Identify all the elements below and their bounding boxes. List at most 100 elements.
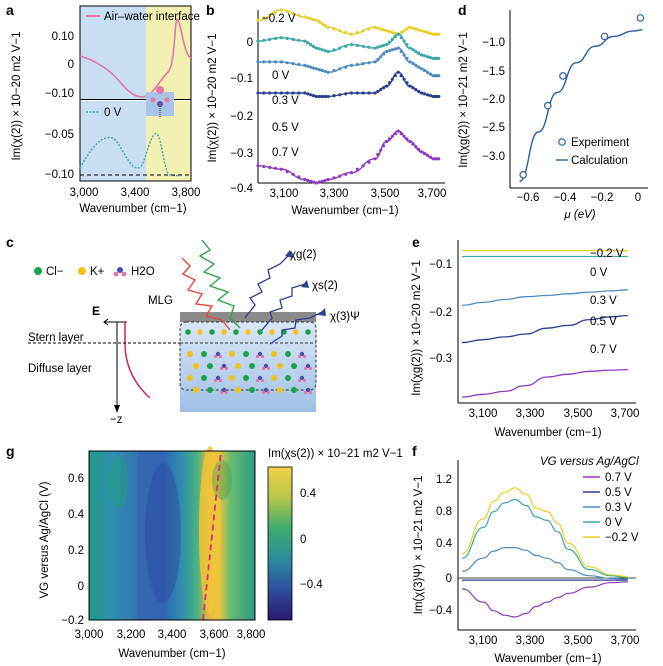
- b-point-0-0-0: [256, 18, 260, 22]
- c-water-h2-5: [260, 354, 265, 359]
- a-frame: [79, 5, 192, 182]
- b-point-1-2-3: [311, 44, 316, 48]
- b-point-3-5-1: [355, 91, 359, 95]
- b-point-1-2-1: [306, 41, 310, 45]
- f-series-line-3: [461, 498, 628, 579]
- b-point-1-1-3: [297, 38, 301, 42]
- b-xtick-3: 3,700: [418, 188, 447, 200]
- e-label-3: 0.5 V: [590, 316, 617, 328]
- a-inset-h-icon: [150, 97, 156, 103]
- b-point-4-10-3: [428, 155, 432, 159]
- b-ytick-3: −0.3: [230, 148, 253, 160]
- c-ion-cl-7: [285, 351, 291, 357]
- b-point-4-0-3: [273, 166, 278, 170]
- c-water-o-20: [215, 375, 221, 381]
- c-cl-icon: [34, 267, 42, 275]
- b-point-2-10-3: [428, 72, 432, 76]
- b-point-2-0-0: [256, 60, 260, 64]
- a-ylabel: Im(χ(2)) × 10−20 m2 V−1: [11, 31, 23, 160]
- b-point-1-6-0: [373, 46, 377, 50]
- b-point-2-7-1: [387, 49, 392, 53]
- b-point-0-2-3: [311, 17, 316, 22]
- b-point-1-11-3: [437, 56, 441, 61]
- d-experiment-point-4: [636, 14, 645, 22]
- b-point-3-1-2: [291, 91, 295, 95]
- b-point-2-4-1: [332, 68, 336, 73]
- a-xticks: 3,000 3,400 3,800: [70, 187, 201, 199]
- b-label-0: −0.2 V: [262, 13, 296, 25]
- a-ytick-4: −0.10: [45, 169, 74, 181]
- b-point-1-9-0: [408, 46, 412, 50]
- b-point-3-10-1: [422, 92, 427, 96]
- panel-label-c: c: [6, 234, 14, 250]
- b-point-0-1-0: [279, 8, 283, 12]
- f-xtick-1: 3,300: [516, 635, 545, 647]
- b-point-0-8-1: [399, 30, 403, 35]
- b-point-1-4-2: [338, 46, 342, 50]
- panel-label-d: d: [458, 2, 467, 18]
- d-xtick-3: 0: [635, 192, 641, 204]
- c-ion-stern-2: [209, 329, 215, 335]
- b-point-2-11-3: [437, 74, 441, 78]
- a-xtick-2: 3,800: [172, 187, 201, 199]
- g-xticks: 3,000 3,200 3,400 3,600 3,800: [75, 629, 266, 641]
- b-point-2-10-0: [420, 67, 424, 71]
- b-point-4-8-0: [396, 129, 400, 133]
- c-water-o-29: [221, 387, 227, 393]
- a-xtick-1: 3,400: [121, 187, 150, 199]
- a-xlabel: Wavenumber (cm−1): [79, 203, 186, 215]
- c-water-o-26: [299, 375, 305, 381]
- b-point-2-6-1: [376, 57, 380, 61]
- b-point-1-4-3: [344, 44, 348, 48]
- a-zero-volt-line: [79, 132, 181, 177]
- e-label-2: 0.3 V: [590, 295, 617, 307]
- e-label-4: 0.7 V: [590, 344, 617, 356]
- b-point-2-2-3: [311, 66, 316, 70]
- b-point-4-4-2: [338, 174, 342, 178]
- c-ion-cl-28: [207, 387, 213, 393]
- e-series-line-2: [461, 289, 628, 306]
- g-ytick-2: 0.2: [68, 545, 84, 557]
- b-point-1-2-2: [309, 43, 313, 47]
- b-point-3-2-2: [309, 93, 313, 97]
- c-ir-beam: [181, 257, 231, 331]
- a-inset-oxygen-icon: [157, 101, 163, 107]
- b-point-1-3-0: [314, 46, 318, 50]
- panel-e: e −0.2 V 0 V 0.3 V 0.5 V 0.7 V −0.1 −0.2…: [411, 234, 639, 439]
- b-point-1-3-1: [317, 47, 321, 51]
- b-label-4: 0.7 V: [272, 147, 299, 159]
- b-xtick-0: 3,100: [270, 188, 299, 200]
- d-yticks: −1.0 −1.5 −2.0 −2.5 −3.0: [482, 37, 505, 163]
- b-point-4-8-2: [402, 134, 406, 138]
- a-blue-region: [80, 6, 146, 99]
- c-ion-cl-25: [285, 375, 291, 381]
- panel-a: a Air–water interface 0 V 0.10 0 −: [6, 2, 200, 215]
- b-point-3-2-1: [306, 92, 310, 96]
- g-yticks: 0.6 0.4 0.2 0 −0.2: [61, 473, 84, 627]
- a-legend-top: Air–water interface: [86, 11, 200, 23]
- c-ion-k-27: [193, 387, 199, 393]
- d-legend-marker: [558, 138, 566, 146]
- c-graphene-layer: [180, 312, 316, 322]
- b-point-2-10-1: [422, 68, 427, 73]
- b-xticks: 3,100 3,300 3,500 3,700: [270, 188, 447, 200]
- b-point-1-7-1: [387, 40, 392, 44]
- b-point-2-10-2: [425, 70, 430, 74]
- a-legend-zero: 0 V: [104, 107, 122, 119]
- b-point-4-2-0: [303, 177, 307, 182]
- e-series-group: [461, 250, 628, 398]
- d-ylabel: Im(χg(2)) × 10−21 m2 V−1: [458, 32, 470, 167]
- c-sfg-beam-s: [261, 283, 306, 331]
- b-point-0-10-3: [428, 31, 432, 35]
- c-water-h2-20: [218, 378, 223, 383]
- b-point-3-1-3: [297, 91, 301, 95]
- b-point-2-2-2: [309, 65, 313, 69]
- b-point-1-10-0: [420, 53, 424, 57]
- a-inset-h2-icon: [164, 97, 170, 103]
- b-point-1-0-2: [268, 37, 272, 42]
- b-point-0-8-2: [402, 29, 406, 33]
- panel-f: f VG versus Ag/AgCl 0.7 V 0.5 V 0.3 V 0 …: [412, 443, 639, 665]
- d-experiment-point-1: [543, 101, 552, 110]
- b-point-2-8-1: [399, 49, 403, 54]
- g-cbar-title: Im(χs(2)) × 10−21 m2 V−1: [268, 448, 403, 460]
